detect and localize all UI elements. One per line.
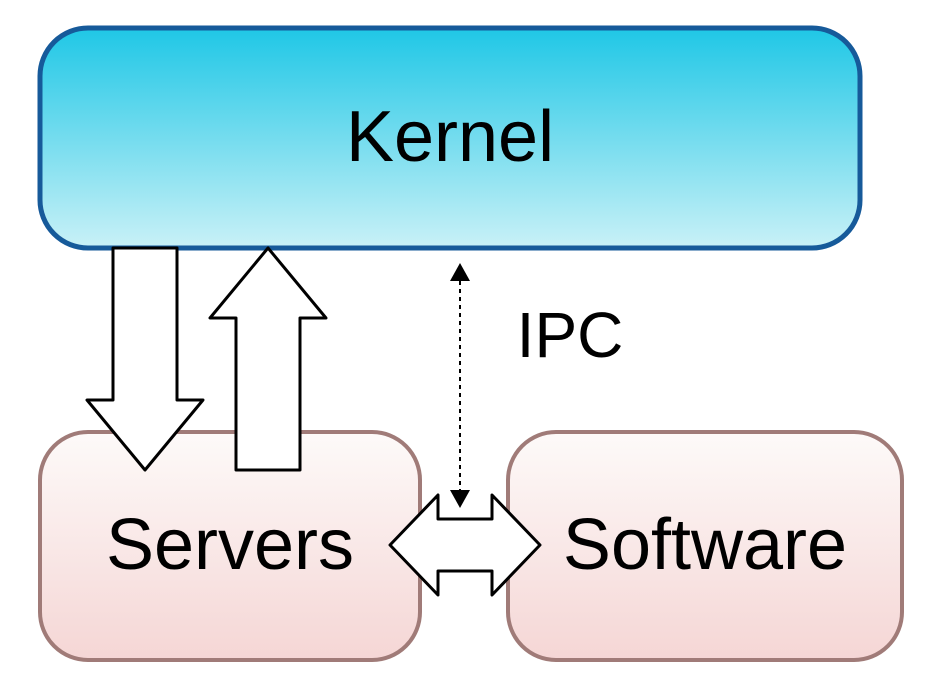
servers-label: Servers	[106, 505, 354, 585]
software-label: Software	[563, 505, 847, 585]
ipc-label: IPC	[517, 299, 624, 371]
ipc-arrow	[450, 263, 470, 508]
kernel-label: Kernel	[346, 97, 554, 177]
